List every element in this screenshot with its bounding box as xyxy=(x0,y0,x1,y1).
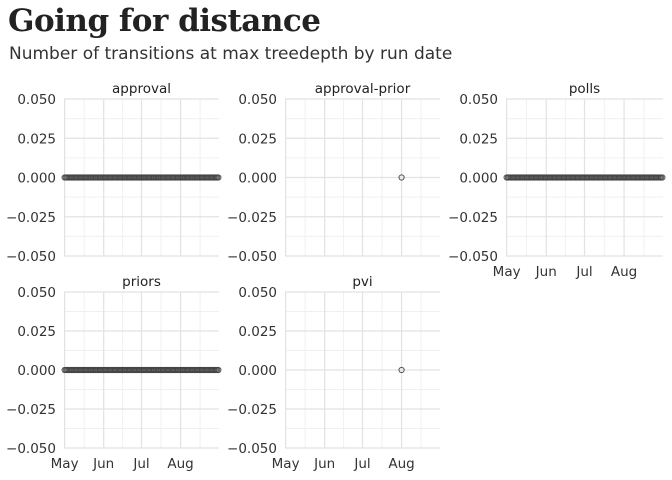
panel-title: pvi xyxy=(352,274,372,290)
y-tick-label: −0.025 xyxy=(227,210,277,226)
y-tick-label: 0.050 xyxy=(459,92,498,108)
x-tick-label: Jun xyxy=(92,456,114,472)
data-point xyxy=(398,174,405,181)
x-tick-label: May xyxy=(51,456,79,472)
panel-title: approval-prior xyxy=(315,81,411,97)
data-point xyxy=(215,174,222,181)
chart-subtitle: Number of transitions at max treedepth b… xyxy=(9,44,453,64)
panel-approval-prior: approval-prior 0.050 0.025 0.000 −0.025 −0.05… xyxy=(227,81,440,265)
y-tick-label: 0.025 xyxy=(17,131,56,147)
y-tick-label: −0.025 xyxy=(6,210,56,226)
y-tick-label: 0.050 xyxy=(17,285,56,301)
x-tick-label: Jul xyxy=(132,456,149,472)
x-tick-label: Jun xyxy=(535,264,557,280)
y-tick-label: 0.000 xyxy=(17,363,56,379)
y-tick-label: 0.025 xyxy=(238,131,277,147)
y-tick-label: 0.050 xyxy=(17,92,56,108)
y-tick-label: 0.050 xyxy=(238,92,277,108)
y-tick-label: −0.025 xyxy=(448,210,498,226)
x-tick-label: Jul xyxy=(353,456,370,472)
x-tick-label: Aug xyxy=(611,264,637,280)
y-tick-label: 0.025 xyxy=(459,131,498,147)
y-tick-label: 0.025 xyxy=(238,324,277,340)
y-tick-label: −0.050 xyxy=(6,249,56,265)
x-tick-label: May xyxy=(272,456,300,472)
data-point xyxy=(398,366,405,374)
y-tick-label: 0.050 xyxy=(238,285,277,301)
x-tick-label: Aug xyxy=(167,456,193,472)
y-tick-label: −0.025 xyxy=(227,402,277,418)
panel-title: priors xyxy=(122,274,161,290)
panel-title: polls xyxy=(569,81,600,97)
x-tick-label: Jul xyxy=(575,264,592,280)
y-tick-label: −0.050 xyxy=(448,249,498,265)
x-tick-label: Aug xyxy=(388,456,414,472)
y-tick-label: 0.000 xyxy=(17,171,56,187)
data-point xyxy=(215,366,222,374)
y-tick-label: −0.050 xyxy=(227,249,277,265)
y-tick-label: −0.025 xyxy=(6,402,56,418)
y-tick-label: 0.000 xyxy=(238,171,277,187)
y-tick-label: 0.025 xyxy=(17,324,56,340)
y-tick-label: −0.050 xyxy=(227,441,277,457)
panel-title: approval xyxy=(112,81,171,97)
y-tick-label: −0.050 xyxy=(6,441,56,457)
x-tick-label: Jun xyxy=(313,456,335,472)
panel-approval: approval 0.050 0.025 0.000 −0.025 −0.050 xyxy=(6,81,222,265)
x-tick-label: May xyxy=(493,264,521,280)
y-tick-label: 0.000 xyxy=(238,363,277,379)
chart-title: Going for distance xyxy=(8,3,321,39)
y-tick-label: 0.000 xyxy=(459,171,498,187)
data-point xyxy=(659,174,666,181)
